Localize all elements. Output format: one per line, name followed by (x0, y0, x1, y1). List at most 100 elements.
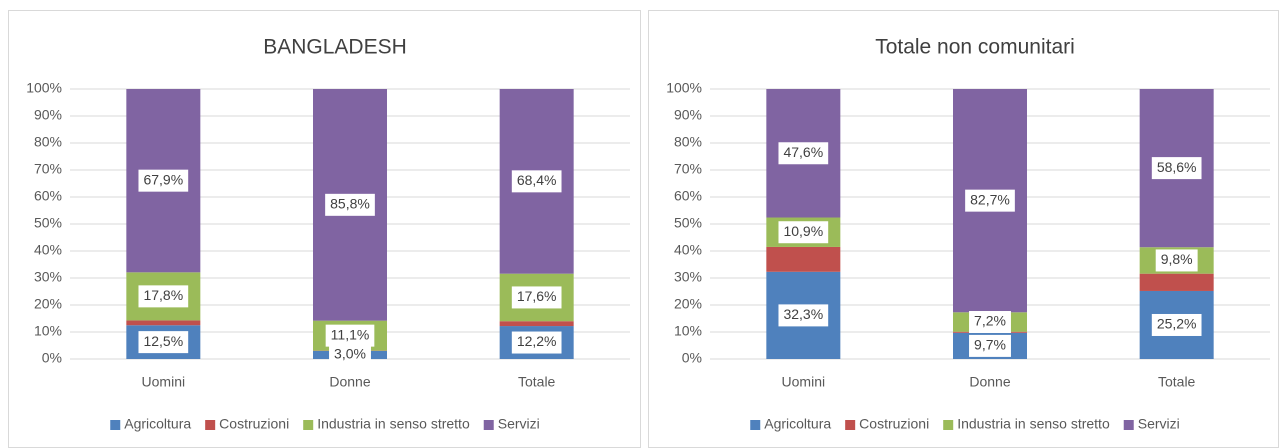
data-label: 12,5% (138, 331, 189, 354)
legend-label: Industria in senso stretto (957, 416, 1110, 432)
y-tick-label: 90% (34, 107, 62, 123)
data-label-text: 9,7% (974, 337, 1006, 353)
data-label: 25,2% (1151, 313, 1202, 336)
data-label-text: 67,9% (143, 171, 183, 187)
data-label-box (138, 331, 189, 354)
data-label-text: 12,2% (517, 333, 557, 349)
data-label-box (778, 221, 829, 244)
data-label: 9,7% (969, 334, 1011, 357)
y-tick-label: 10% (674, 323, 702, 339)
data-label-box (138, 285, 189, 308)
bar-segment (499, 321, 574, 327)
data-label-box (965, 189, 1015, 212)
data-label: 3,0% (329, 343, 371, 366)
y-tick-label: 20% (34, 296, 62, 312)
data-label-box (1151, 157, 1202, 180)
data-label: 7,2% (969, 311, 1011, 334)
data-label-text: 3,0% (334, 346, 366, 362)
y-tick-label: 30% (34, 269, 62, 285)
data-label-box (511, 331, 562, 354)
bar-segment (126, 320, 201, 326)
legend-label: Industria in senso stretto (317, 416, 470, 432)
legend-swatch (1123, 420, 1134, 430)
x-tick-label: Donne (969, 374, 1010, 390)
data-label-text: 11,1% (331, 326, 370, 342)
data-label: 17,8% (138, 285, 189, 308)
data-label-text: 9,8% (1161, 251, 1193, 267)
y-tick-label: 60% (34, 188, 62, 204)
y-tick-label: 100% (666, 80, 702, 96)
y-tick-label: 80% (674, 134, 702, 150)
data-label: 11,1% (325, 324, 375, 347)
data-label-text: 17,6% (517, 288, 557, 304)
legend-label: Agricoltura (764, 416, 831, 432)
legend-label: Costruzioni (219, 416, 289, 432)
data-label: 85,8% (325, 193, 375, 216)
legend-label: Servizi (498, 416, 540, 432)
data-label: 17,6% (511, 286, 562, 309)
legend-label: Servizi (1138, 416, 1180, 432)
y-tick-label: 90% (674, 107, 702, 123)
chart-title: Totale non comunitari (875, 36, 1075, 59)
y-tick-label: 70% (34, 161, 62, 177)
data-label: 9,8% (1155, 249, 1198, 272)
data-label-box (778, 304, 829, 327)
data-label-text: 25,2% (1157, 316, 1197, 332)
data-label-text: 68,4% (517, 172, 557, 188)
y-tick-label: 60% (674, 188, 702, 204)
data-label-box (329, 343, 371, 366)
data-label-text: 12,5% (143, 333, 183, 349)
data-label-box (325, 324, 375, 347)
data-label: 47,6% (778, 142, 829, 165)
data-label-box (511, 170, 562, 193)
data-label: 32,3% (778, 304, 829, 327)
data-label-box (138, 169, 189, 192)
data-label-text: 85,8% (330, 196, 370, 212)
data-label: 67,9% (138, 169, 189, 192)
legend-swatch (303, 420, 314, 430)
y-tick-label: 40% (674, 242, 702, 258)
legend-label: Agricoltura (124, 416, 191, 432)
data-label-text: 82,7% (970, 191, 1010, 207)
y-tick-label: 80% (34, 134, 62, 150)
data-label: 82,7% (965, 189, 1015, 212)
data-label-text: 10,9% (783, 223, 823, 239)
legend-swatch (483, 420, 494, 430)
data-label-box (511, 286, 562, 309)
x-tick-label: Donne (329, 374, 370, 390)
y-tick-label: 10% (34, 323, 62, 339)
x-tick-label: Totale (1158, 374, 1196, 390)
y-tick-label: 50% (674, 215, 702, 231)
y-tick-label: 100% (26, 80, 62, 96)
data-label-text: 47,6% (783, 144, 823, 160)
y-tick-label: 30% (674, 269, 702, 285)
x-tick-label: Uomini (142, 374, 186, 390)
data-label-text: 17,8% (143, 287, 183, 303)
legend-label: Costruzioni (859, 416, 929, 432)
legend-swatch (110, 420, 121, 430)
y-tick-label: 0% (42, 350, 62, 366)
bar-segment (1139, 273, 1214, 291)
data-label-box (325, 193, 375, 216)
x-tick-label: Totale (518, 374, 556, 390)
data-label-box (778, 142, 829, 165)
chart-title: BANGLADESH (263, 36, 407, 59)
legend-swatch (845, 420, 856, 430)
y-tick-label: 20% (674, 296, 702, 312)
data-label-text: 7,2% (974, 313, 1006, 329)
legend-swatch (750, 420, 761, 430)
data-label: 58,6% (1151, 157, 1202, 180)
data-label-box (969, 311, 1011, 334)
bar-segment (766, 246, 841, 272)
data-label-box (1155, 249, 1198, 272)
legend-swatch (943, 420, 954, 430)
data-label-box (969, 334, 1011, 357)
data-label-box (1151, 313, 1202, 336)
data-label: 68,4% (511, 170, 562, 193)
x-tick-label: Uomini (782, 374, 826, 390)
y-tick-label: 40% (34, 242, 62, 258)
y-tick-label: 70% (674, 161, 702, 177)
data-label-text: 32,3% (783, 306, 823, 322)
data-label: 10,9% (778, 221, 829, 244)
